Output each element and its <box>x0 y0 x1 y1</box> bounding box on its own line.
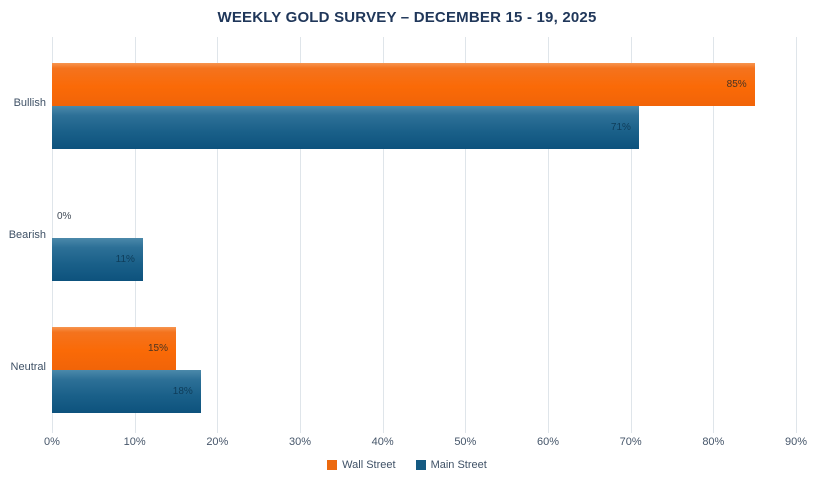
legend-label-main-street: Main Street <box>430 459 487 471</box>
gridline <box>300 37 301 433</box>
gridline <box>134 37 136 433</box>
x-tick-label: 20% <box>206 436 229 448</box>
legend-label-wall-street: Wall Street <box>342 459 396 471</box>
gridline <box>630 37 632 433</box>
bar-wall-street-bullish <box>52 63 755 106</box>
category-label-neutral: Neutral <box>10 361 46 373</box>
category-label-bullish: Bullish <box>13 97 46 109</box>
x-tick-label: 90% <box>784 436 808 448</box>
x-tick-label: 10% <box>123 436 146 448</box>
value-label-wall-street-bearish: 0% <box>57 211 72 222</box>
value-label-main-street-bullish: 71% <box>610 122 631 133</box>
bar-main-street-neutral <box>52 370 201 413</box>
chart-title: WEEKLY GOLD SURVEY – DECEMBER 15 - 19, 2… <box>217 9 597 26</box>
value-label-main-street-neutral: 18% <box>172 386 193 397</box>
x-tick-label: 70% <box>619 436 642 448</box>
gridline <box>52 37 53 433</box>
bar-main-street-bullish <box>52 106 639 149</box>
gridline <box>713 37 715 433</box>
x-tick-label: 50% <box>454 436 477 448</box>
gridline <box>548 37 549 433</box>
x-tick-label: 0% <box>44 436 60 448</box>
gridline <box>382 37 384 433</box>
gridline <box>465 37 467 433</box>
value-label-wall-street-neutral: 15% <box>147 343 168 354</box>
value-label-wall-street-bullish: 85% <box>726 79 747 90</box>
legend-swatch-wall-street <box>327 460 338 470</box>
legend: Wall Street Main Street <box>0 459 814 471</box>
value-label-main-street-bearish: 11% <box>115 254 135 265</box>
x-tick-label: 60% <box>536 436 560 448</box>
legend-item-wall-street: Wall Street <box>327 459 396 471</box>
x-tick-label: 40% <box>371 436 394 448</box>
plot-area: 85% 71% 0% 11% 15% 18% <box>52 37 797 433</box>
legend-item-main-street: Main Street <box>415 459 487 471</box>
gridline <box>217 37 219 433</box>
legend-swatch-main-street <box>415 460 426 470</box>
x-tick-label: 80% <box>702 436 725 448</box>
category-label-bearish: Bearish <box>8 229 46 241</box>
x-tick-label: 30% <box>288 436 312 448</box>
bar-main-street-bearish <box>52 238 143 281</box>
gridline <box>796 37 797 433</box>
bar-wall-street-neutral <box>52 327 176 370</box>
